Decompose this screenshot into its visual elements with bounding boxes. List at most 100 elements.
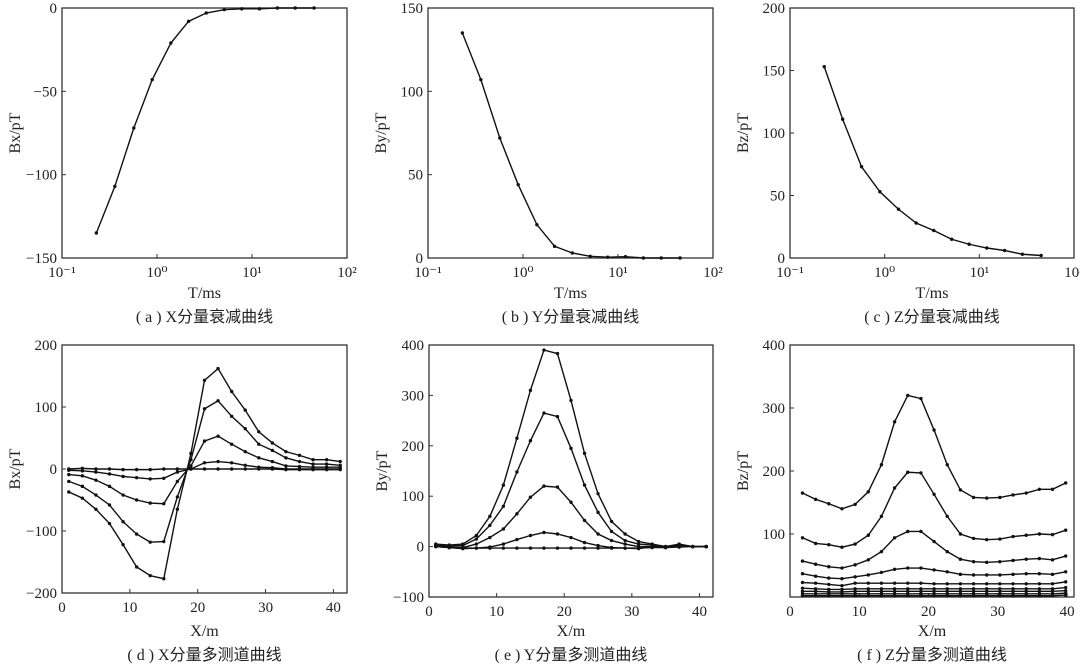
data-point: [971, 573, 976, 577]
data-point: [582, 518, 587, 523]
data-point: [971, 495, 976, 500]
y-tick-label: −100: [26, 168, 57, 184]
data-point: [297, 453, 302, 458]
data-point: [1011, 582, 1015, 586]
x-axis-title: X/m: [918, 623, 947, 640]
data-point: [582, 540, 587, 545]
data-point: [623, 532, 627, 536]
y-axis-title: Bx/pT: [7, 112, 24, 153]
data-point: [175, 467, 180, 471]
data-point: [1011, 587, 1015, 591]
data-point: [932, 594, 936, 598]
data-point: [1011, 572, 1015, 577]
data-point: [971, 587, 976, 591]
data-point: [134, 467, 139, 472]
data-point: [257, 456, 261, 460]
data-point: [840, 594, 844, 598]
data-point: [919, 587, 923, 591]
x-tick-label: 10⁻¹: [414, 265, 441, 281]
x-tick-label: 10²: [703, 265, 723, 281]
data-point: [853, 587, 857, 591]
data-point: [1011, 534, 1015, 539]
data-point: [542, 411, 546, 415]
data-point: [132, 126, 136, 130]
data-point: [202, 378, 207, 383]
data-point: [569, 546, 573, 550]
data-point: [1063, 580, 1068, 584]
data-point: [324, 458, 329, 462]
data-point: [958, 572, 963, 577]
data-point: [827, 576, 831, 580]
x-tick-label: 10¹: [970, 265, 990, 281]
data-point: [827, 565, 831, 569]
data-point: [1063, 528, 1068, 532]
x-tick-label: 10²: [1064, 265, 1080, 281]
y-tick-label: 0: [417, 540, 425, 556]
data-point: [945, 587, 949, 591]
data-point: [67, 472, 71, 477]
data-point: [892, 536, 897, 540]
data-point: [866, 533, 870, 537]
data-point: [879, 589, 884, 594]
data-point: [297, 459, 302, 464]
subplot-caption: ( c ) Z分量衰减曲线: [864, 308, 1000, 326]
data-point: [1024, 571, 1028, 576]
data-point: [1063, 481, 1068, 485]
data-point: [971, 560, 976, 564]
data-point: [216, 366, 220, 371]
data-point: [1002, 248, 1007, 253]
data-point: [985, 589, 989, 594]
data-point: [609, 519, 614, 524]
data-point: [243, 408, 247, 412]
data-point: [800, 580, 805, 585]
data-point: [202, 407, 207, 411]
data-point: [555, 485, 560, 489]
data-point: [866, 587, 870, 591]
data-point: [827, 543, 831, 547]
y-tick-label: 0: [416, 251, 424, 267]
x-tick-label: 40: [326, 600, 341, 616]
y-axis-title: By/pT: [374, 450, 391, 491]
x-tick-label: 10¹: [242, 265, 262, 281]
data-point: [175, 495, 180, 499]
data-point: [800, 559, 805, 563]
y-tick-label: 200: [35, 338, 58, 354]
data-point: [945, 463, 949, 467]
data-point: [270, 441, 275, 445]
x-tick-label: 0: [425, 604, 433, 620]
data-point: [879, 587, 884, 591]
data-point: [555, 414, 560, 419]
data-point: [892, 589, 897, 594]
data-point: [162, 502, 166, 506]
x-tick-label: 10²: [337, 265, 357, 281]
data-point: [919, 581, 923, 585]
x-tick-label: 10⁻¹: [776, 265, 803, 281]
data-point: [148, 573, 152, 578]
data-point: [636, 542, 641, 546]
data-point: [535, 222, 539, 227]
data-point: [1037, 587, 1042, 591]
subplot-a: 10⁻¹ 10⁰ 10¹ 10² −150 −100 −50 0 T/ms Bx/pT ( a ) …: [7, 1, 357, 326]
y-tick-label: 100: [401, 84, 424, 100]
data-point: [542, 530, 546, 535]
data-point: [488, 535, 492, 540]
plot-frame: [789, 7, 1075, 259]
data-point: [107, 467, 112, 471]
data-point: [879, 463, 884, 467]
x-tick-label: 40: [692, 604, 707, 620]
data-point: [919, 529, 923, 534]
data-point: [107, 484, 112, 489]
series-line-2: [435, 412, 707, 548]
data-point: [919, 566, 923, 570]
data-point: [641, 256, 646, 260]
data-point: [813, 574, 818, 578]
y-tick-label: 200: [402, 439, 425, 455]
x-tick-label: 10¹: [608, 265, 628, 281]
data-point: [107, 503, 112, 507]
x-tick-label: 30: [990, 604, 1005, 620]
data-point: [243, 427, 247, 431]
data-point: [107, 472, 112, 476]
data-point: [569, 398, 573, 403]
data-point: [813, 562, 818, 566]
